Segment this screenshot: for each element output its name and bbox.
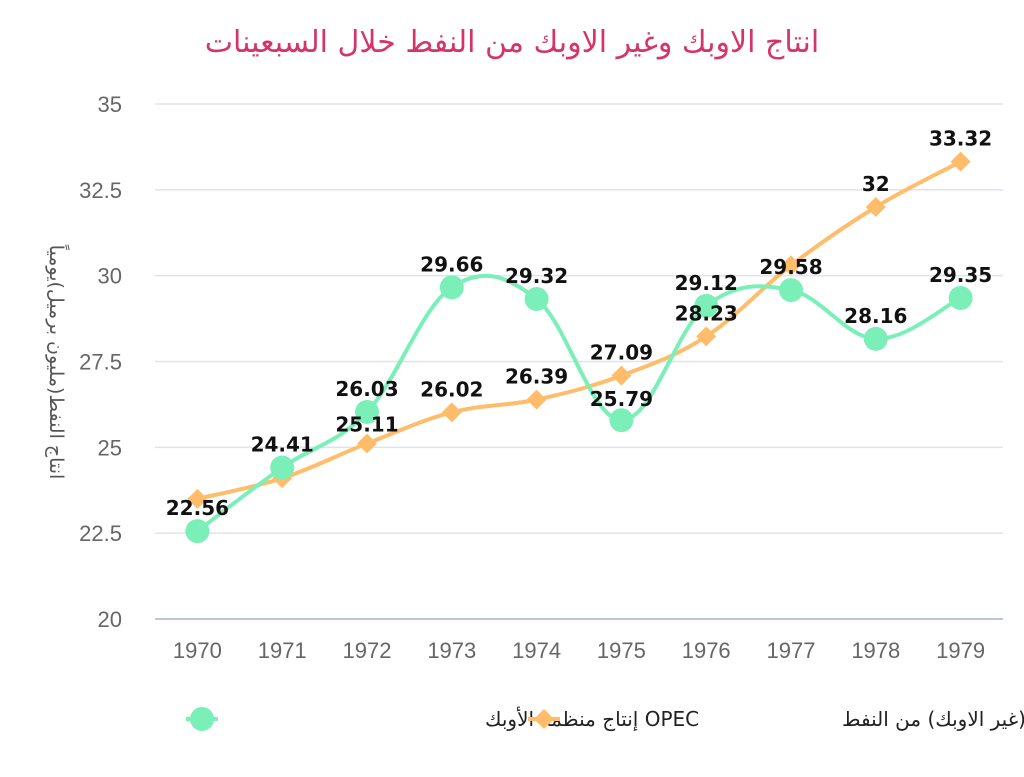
y-tick-label: 20 (98, 607, 122, 632)
series-opec (185, 273, 973, 544)
x-tick-label: 1974 (512, 638, 561, 663)
data-point-circle[interactable] (355, 399, 379, 424)
data-point-diamond[interactable] (611, 365, 632, 386)
chart-title: انتاج الاوبك وغير الاوبك من النفط خلال ا… (205, 25, 820, 60)
data-label: 24.41 (251, 433, 314, 457)
data-label: 29.32 (505, 264, 568, 288)
legend-marker-non-opec (534, 709, 554, 729)
series-layer (185, 151, 973, 544)
data-point-diamond[interactable] (441, 402, 462, 423)
y-tick-label: 25 (98, 435, 122, 460)
y-axis-ticks: 20 22.5 25 27.5 30 32.5 35 (79, 92, 122, 632)
data-point-diamond[interactable] (357, 433, 377, 454)
data-point-diamond[interactable] (187, 488, 208, 509)
x-tick-label: 1971 (258, 638, 307, 663)
data-point-circle[interactable] (270, 455, 295, 480)
data-label: 29.12 (675, 271, 738, 295)
x-tick-label: 1972 (343, 638, 392, 663)
data-label: 29.35 (929, 263, 992, 287)
x-tick-label: 1976 (682, 638, 731, 663)
y-tick-label: 30 (98, 264, 122, 289)
data-label: 28.23 (675, 301, 738, 325)
y-tick-label: 27.5 (79, 350, 122, 375)
legend[interactable]: OPEC إنتاج منظمة الأوبك انتاج (غير الاوبك… (186, 707, 1024, 732)
x-tick-label: 1975 (597, 638, 646, 663)
data-label: 32 (862, 172, 890, 196)
x-axis-ticks: 1970 1971 1972 1973 1974 1975 1976 1977 1978 1979 (173, 638, 985, 663)
data-point-diamond[interactable] (526, 389, 547, 410)
grid-lines (155, 103, 1003, 620)
data-point-circle[interactable] (185, 519, 210, 544)
data-label: 33.32 (929, 127, 992, 151)
x-tick-label: 1973 (427, 638, 476, 663)
series-non-opec (187, 151, 971, 509)
legend-marker-opec (190, 707, 214, 731)
data-point-circle[interactable] (694, 293, 719, 318)
data-label: 25.11 (335, 413, 398, 437)
x-tick-label: 1979 (936, 638, 985, 663)
series-line (195, 273, 963, 534)
x-tick-label: 1970 (173, 638, 222, 663)
data-label: 26.39 (505, 365, 568, 389)
y-tick-label: 35 (98, 92, 122, 117)
data-point-diamond[interactable] (781, 255, 801, 276)
data-point-circle[interactable] (524, 287, 549, 312)
data-point-diamond[interactable] (865, 197, 886, 217)
data-point-circle[interactable] (439, 275, 464, 300)
x-tick-label: 1977 (767, 638, 816, 663)
legend-label-non-opec[interactable]: انتاج (غير الاوبك) من النفط (842, 707, 1024, 731)
x-tick-label: 1978 (851, 638, 900, 663)
data-label: 22.56 (166, 496, 229, 520)
data-point-circle[interactable] (779, 278, 803, 303)
data-label: 29.66 (420, 252, 483, 276)
legend-label-opec[interactable]: OPEC إنتاج منظمة الأوبك (485, 707, 699, 732)
y-tick-label: 22.5 (79, 521, 122, 546)
data-label: 27.09 (590, 341, 653, 365)
data-label: 28.16 (844, 304, 907, 328)
data-label: 26.02 (420, 377, 483, 401)
data-point-circle[interactable] (863, 326, 888, 351)
data-point-circle[interactable] (948, 285, 973, 310)
data-label: 26.03 (335, 377, 398, 401)
y-tick-label: 32.5 (79, 178, 122, 203)
data-labels: 22.56 24.41 26.03 29.66 29.32 25.79 29.12 29.58… (166, 127, 992, 520)
data-point-circle[interactable] (609, 408, 634, 433)
data-label: 25.79 (590, 387, 653, 411)
data-label: 29.58 (759, 255, 822, 279)
data-point-diamond[interactable] (950, 151, 971, 172)
data-point-diamond[interactable] (696, 326, 717, 347)
y-axis-label: انتاج النفط(مليون برميل)يومياً (45, 245, 70, 480)
